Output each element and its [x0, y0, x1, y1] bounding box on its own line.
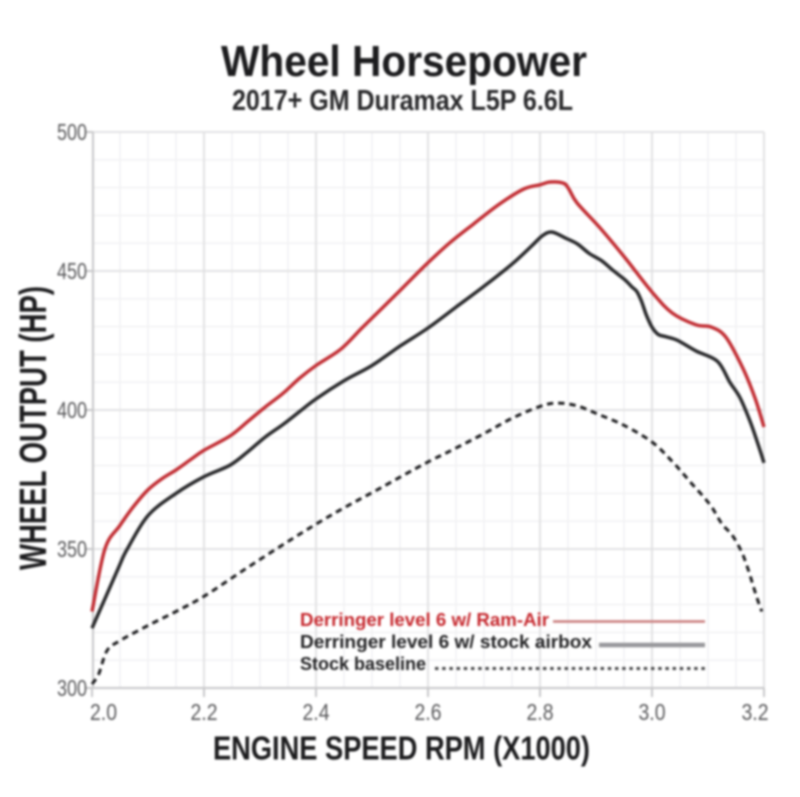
svg-text:2.0: 2.0	[90, 699, 117, 725]
svg-text:2.8: 2.8	[527, 699, 554, 725]
svg-text:Wheel Horsepower: Wheel Horsepower	[221, 37, 587, 86]
svg-text:Derringer level 6 w/ stock air: Derringer level 6 w/ stock airbox	[300, 632, 592, 652]
svg-text:ENGINE SPEED RPM (X1000): ENGINE SPEED RPM (X1000)	[213, 730, 590, 767]
svg-text:Stock baseline: Stock baseline	[300, 654, 426, 674]
svg-text:400: 400	[57, 397, 87, 423]
svg-text:350: 350	[57, 536, 87, 562]
svg-text:300: 300	[57, 675, 87, 701]
svg-text:WHEEL OUTPUT (HP): WHEEL OUTPUT (HP)	[13, 286, 55, 570]
svg-text:2.2: 2.2	[191, 699, 218, 725]
svg-text:3.0: 3.0	[639, 699, 666, 725]
svg-text:500: 500	[57, 119, 87, 145]
svg-text:2017+ GM Duramax L5P 6.6L: 2017+ GM Duramax L5P 6.6L	[232, 85, 573, 117]
svg-text:2.4: 2.4	[303, 699, 330, 725]
svg-text:2.6: 2.6	[415, 699, 442, 725]
svg-text:450: 450	[57, 258, 87, 284]
svg-text:Derringer level 6 w/ Ram-Air: Derringer level 6 w/ Ram-Air	[300, 610, 549, 630]
svg-text:3.2: 3.2	[742, 699, 769, 725]
